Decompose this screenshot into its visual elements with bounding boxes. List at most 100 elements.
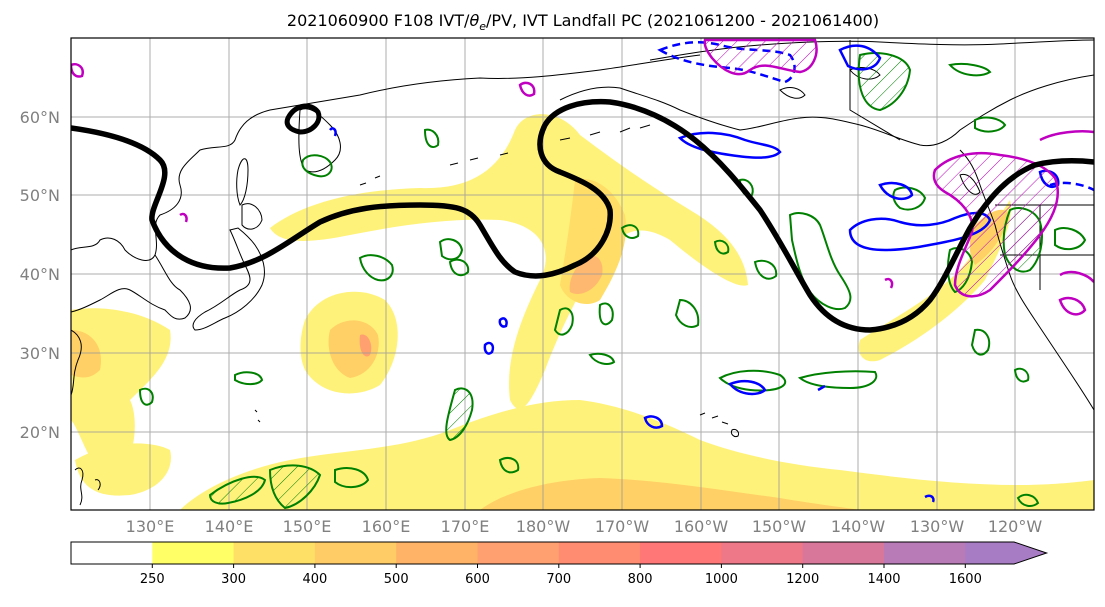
colorbar-swatch [884, 542, 966, 564]
map-frame [70, 37, 1095, 511]
landfall-contour [518, 81, 536, 97]
colorbar-swatch [71, 542, 153, 564]
lon-label: 130°E [126, 517, 175, 536]
theta-e-contour [974, 116, 1007, 133]
ivt-band-north-pacific [270, 114, 748, 409]
coast-japan [192, 227, 265, 331]
lon-label: 150°W [752, 517, 807, 536]
theta-e-contour [498, 457, 520, 474]
ivt-band-east [858, 200, 1011, 362]
colorbar-label: 700 [546, 572, 571, 587]
coast-asia [71, 54, 701, 261]
coast-philippines [74, 467, 101, 506]
colorbar-label: 1600 [949, 572, 982, 587]
theta-e-contour [948, 62, 992, 77]
pv-dot [498, 317, 508, 328]
theta-e-contour [970, 328, 991, 356]
coast-hawaii [699, 412, 739, 437]
colorbar-swatch [152, 542, 235, 564]
theta-e-contour [334, 467, 370, 488]
lon-label: 180°W [516, 517, 571, 536]
colorbar-swatch [558, 542, 641, 564]
colorbar-label: 400 [302, 572, 327, 587]
ivt-band-south-core [480, 478, 860, 510]
lon-label: 120°W [988, 517, 1043, 536]
colorbar-label: 500 [384, 572, 409, 587]
colorbar-label: 600 [465, 572, 490, 587]
theta-e-contour [423, 128, 440, 149]
coast-sakhalin [236, 158, 249, 206]
colorbar: 250 300 400 500 600 700 800 1000 1200 1400 1600 [70, 541, 1049, 587]
colorbar-swatch [314, 542, 397, 564]
ivt-band-south [180, 400, 1094, 510]
lat-label: 30°N [20, 344, 60, 363]
colorbar-label: 300 [221, 572, 246, 587]
landfall-contours [71, 38, 1094, 316]
colorbar-outline [70, 541, 1049, 565]
ivt-contour-loop [284, 103, 322, 135]
ivt-shading [71, 114, 1094, 510]
theta-e-contour [358, 254, 394, 282]
theta-e-contour [138, 387, 154, 406]
coast-aleutians [359, 124, 651, 186]
theta-e-contour [208, 475, 267, 505]
theta-e-contour [713, 239, 730, 255]
theta-e-contour [553, 307, 574, 336]
theta-e-contour [598, 302, 614, 326]
plot-title: 2021060900 F108 IVT/θe/PV, IVT Landfall … [287, 11, 879, 33]
colorbar-label: 800 [628, 572, 653, 587]
lon-label: 150°E [283, 517, 332, 536]
coast-marianas [254, 409, 261, 423]
lon-label: 140°E [205, 517, 254, 536]
ivt-core-deep [569, 255, 603, 295]
landfall-contour [71, 63, 84, 78]
theta-e-contour [1016, 493, 1040, 507]
theta-e-contour [268, 464, 322, 510]
colorbar-label: 1400 [867, 572, 900, 587]
colorbar-swatch [396, 542, 478, 564]
theta-e-contour [718, 369, 787, 392]
landfall-contour [1059, 270, 1094, 283]
theta-e-contour [1013, 367, 1030, 383]
colorbar-label: 1200 [786, 572, 819, 587]
pv-contour [878, 181, 914, 201]
lon-label: 160°W [674, 517, 729, 536]
colorbar-swatch [802, 542, 885, 564]
ivt-edge-west-core [71, 330, 101, 378]
lat-label: 50°N [20, 186, 60, 205]
coast-korea [71, 254, 191, 320]
theta-e-contour [301, 154, 333, 178]
colorbar-swatch [640, 542, 722, 564]
pv-contour [838, 44, 882, 71]
pv-dot [329, 127, 337, 137]
lon-label: 140°W [831, 517, 886, 536]
theta-e-contour [234, 371, 264, 386]
coast-hokkaido [241, 203, 263, 230]
theta-e-contour [620, 224, 640, 239]
colorbar-label: 250 [140, 572, 165, 587]
colorbar-extend-arrow [965, 542, 1047, 564]
ivt-blob-west-core [328, 320, 379, 378]
lon-label: 130°W [910, 517, 965, 536]
theta-e-contour [674, 298, 700, 328]
lat-label: 20°N [20, 423, 60, 442]
border-alaska [849, 40, 901, 141]
landfall-contour [1058, 296, 1087, 316]
longitude-labels: 130°E 140°E 150°E 160°E 170°E 180°W 170°… [126, 517, 1043, 536]
lon-label: 160°E [362, 517, 411, 536]
lat-label: 40°N [20, 265, 60, 284]
coast-china [71, 329, 82, 396]
lat-label: 60°N [20, 108, 60, 127]
ivt-blob-west-peak [359, 334, 372, 357]
pv-contour [677, 131, 782, 159]
colorbar-swatch [233, 542, 316, 564]
colorbar-swatch [477, 542, 560, 564]
pv-dot [817, 384, 826, 392]
ivt-streak-southwest [75, 443, 171, 496]
landfall-contour [1039, 130, 1094, 142]
pv-dot [483, 341, 495, 355]
colorbar-label: 1000 [705, 572, 738, 587]
landfall-contour [179, 212, 188, 223]
theta-e-contour [438, 238, 464, 261]
